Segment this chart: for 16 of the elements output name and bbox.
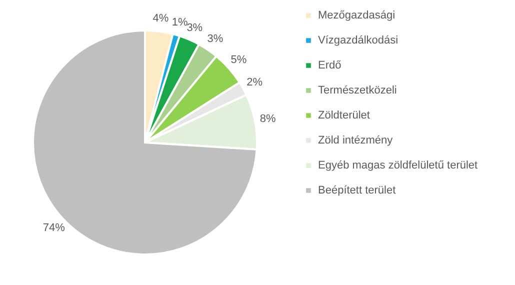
legend-label: Mezőgazdasági [318,10,396,22]
data-label: 3% [186,22,203,34]
data-label: 8% [260,113,276,126]
legend-label: Zöldterület [318,110,370,122]
data-label: 1% [172,16,188,28]
legend-label: Beépített terület [318,184,396,196]
data-label: 4% [152,12,169,24]
data-label: 2% [246,76,263,88]
legend-label: Természetközeli [318,84,397,96]
data-label: 5% [230,54,247,66]
legend-label: Zöld intézmény [318,134,394,146]
legend-label: Egyéb magas zöldfelületű terület [318,160,478,172]
legend-label: Erdő [318,60,342,72]
legend-label: Vízgazdálkodási [318,34,398,46]
data-label: 74% [42,222,66,234]
data-label: 3% [207,33,224,46]
